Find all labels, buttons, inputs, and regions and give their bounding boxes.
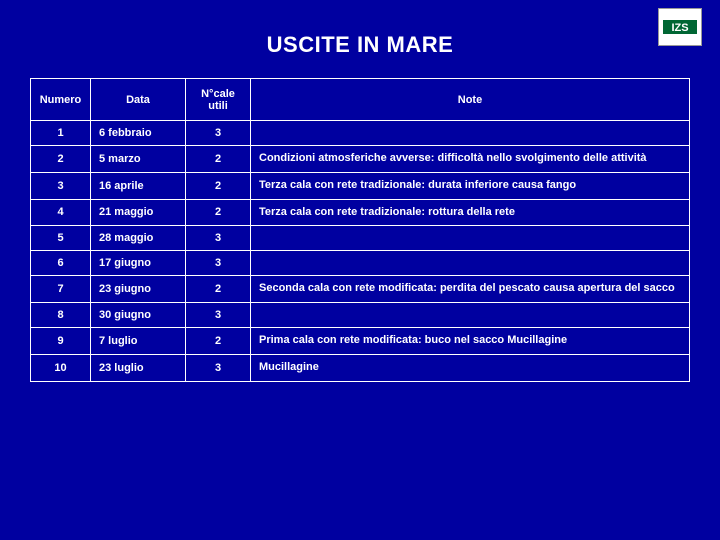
col-header-note: Note xyxy=(251,79,690,121)
cell-data: 23 giugno xyxy=(91,276,186,303)
table-container: Numero Data N°cale utili Note 1 6 febbra… xyxy=(0,58,720,382)
cell-note xyxy=(251,226,690,251)
cell-cale: 3 xyxy=(186,121,251,146)
cell-numero: 1 xyxy=(31,121,91,146)
cell-numero: 3 xyxy=(31,172,91,199)
table-row: 3 16 aprile 2 Terza cala con rete tradiz… xyxy=(31,172,690,199)
cell-numero: 5 xyxy=(31,226,91,251)
table-header-row: Numero Data N°cale utili Note xyxy=(31,79,690,121)
cell-note xyxy=(251,251,690,276)
cell-numero: 9 xyxy=(31,328,91,355)
table-row: 10 23 luglio 3 Mucillagine xyxy=(31,354,690,381)
cell-note: Prima cala con rete modificata: buco nel… xyxy=(251,328,690,355)
cell-cale: 2 xyxy=(186,276,251,303)
cell-data: 5 marzo xyxy=(91,146,186,173)
cell-numero: 4 xyxy=(31,199,91,226)
table-row: 4 21 maggio 2 Terza cala con rete tradiz… xyxy=(31,199,690,226)
col-header-numero: Numero xyxy=(31,79,91,121)
cell-data: 16 aprile xyxy=(91,172,186,199)
logo-text: IZS xyxy=(671,22,688,34)
cell-data: 21 maggio xyxy=(91,199,186,226)
col-header-cale: N°cale utili xyxy=(186,79,251,121)
cell-numero: 6 xyxy=(31,251,91,276)
uscite-table: Numero Data N°cale utili Note 1 6 febbra… xyxy=(30,78,690,382)
logo-badge: IZS xyxy=(658,8,702,46)
cell-numero: 7 xyxy=(31,276,91,303)
cell-data: 7 luglio xyxy=(91,328,186,355)
cell-cale: 3 xyxy=(186,251,251,276)
cell-numero: 10 xyxy=(31,354,91,381)
cell-note xyxy=(251,121,690,146)
cell-cale: 3 xyxy=(186,354,251,381)
table-row: 6 17 giugno 3 xyxy=(31,251,690,276)
cell-numero: 2 xyxy=(31,146,91,173)
table-row: 7 23 giugno 2 Seconda cala con rete modi… xyxy=(31,276,690,303)
cell-cale: 2 xyxy=(186,199,251,226)
cell-data: 6 febbraio xyxy=(91,121,186,146)
table-row: 8 30 giugno 3 xyxy=(31,303,690,328)
table-row: 5 28 maggio 3 xyxy=(31,226,690,251)
cell-numero: 8 xyxy=(31,303,91,328)
cell-note: Terza cala con rete tradizionale: rottur… xyxy=(251,199,690,226)
cell-cale: 2 xyxy=(186,172,251,199)
table-row: 1 6 febbraio 3 xyxy=(31,121,690,146)
cell-note: Mucillagine xyxy=(251,354,690,381)
col-header-data: Data xyxy=(91,79,186,121)
cell-data: 23 luglio xyxy=(91,354,186,381)
table-row: 2 5 marzo 2 Condizioni atmosferiche avve… xyxy=(31,146,690,173)
cell-data: 17 giugno xyxy=(91,251,186,276)
cell-cale: 2 xyxy=(186,146,251,173)
table-body: 1 6 febbraio 3 2 5 marzo 2 Condizioni at… xyxy=(31,121,690,382)
cell-data: 30 giugno xyxy=(91,303,186,328)
cell-cale: 3 xyxy=(186,303,251,328)
cell-note: Condizioni atmosferiche avverse: diffico… xyxy=(251,146,690,173)
cell-note: Seconda cala con rete modificata: perdit… xyxy=(251,276,690,303)
cell-data: 28 maggio xyxy=(91,226,186,251)
cell-note: Terza cala con rete tradizionale: durata… xyxy=(251,172,690,199)
cell-note xyxy=(251,303,690,328)
cell-cale: 2 xyxy=(186,328,251,355)
page-title: USCITE IN MARE xyxy=(0,0,720,58)
cell-cale: 3 xyxy=(186,226,251,251)
table-row: 9 7 luglio 2 Prima cala con rete modific… xyxy=(31,328,690,355)
